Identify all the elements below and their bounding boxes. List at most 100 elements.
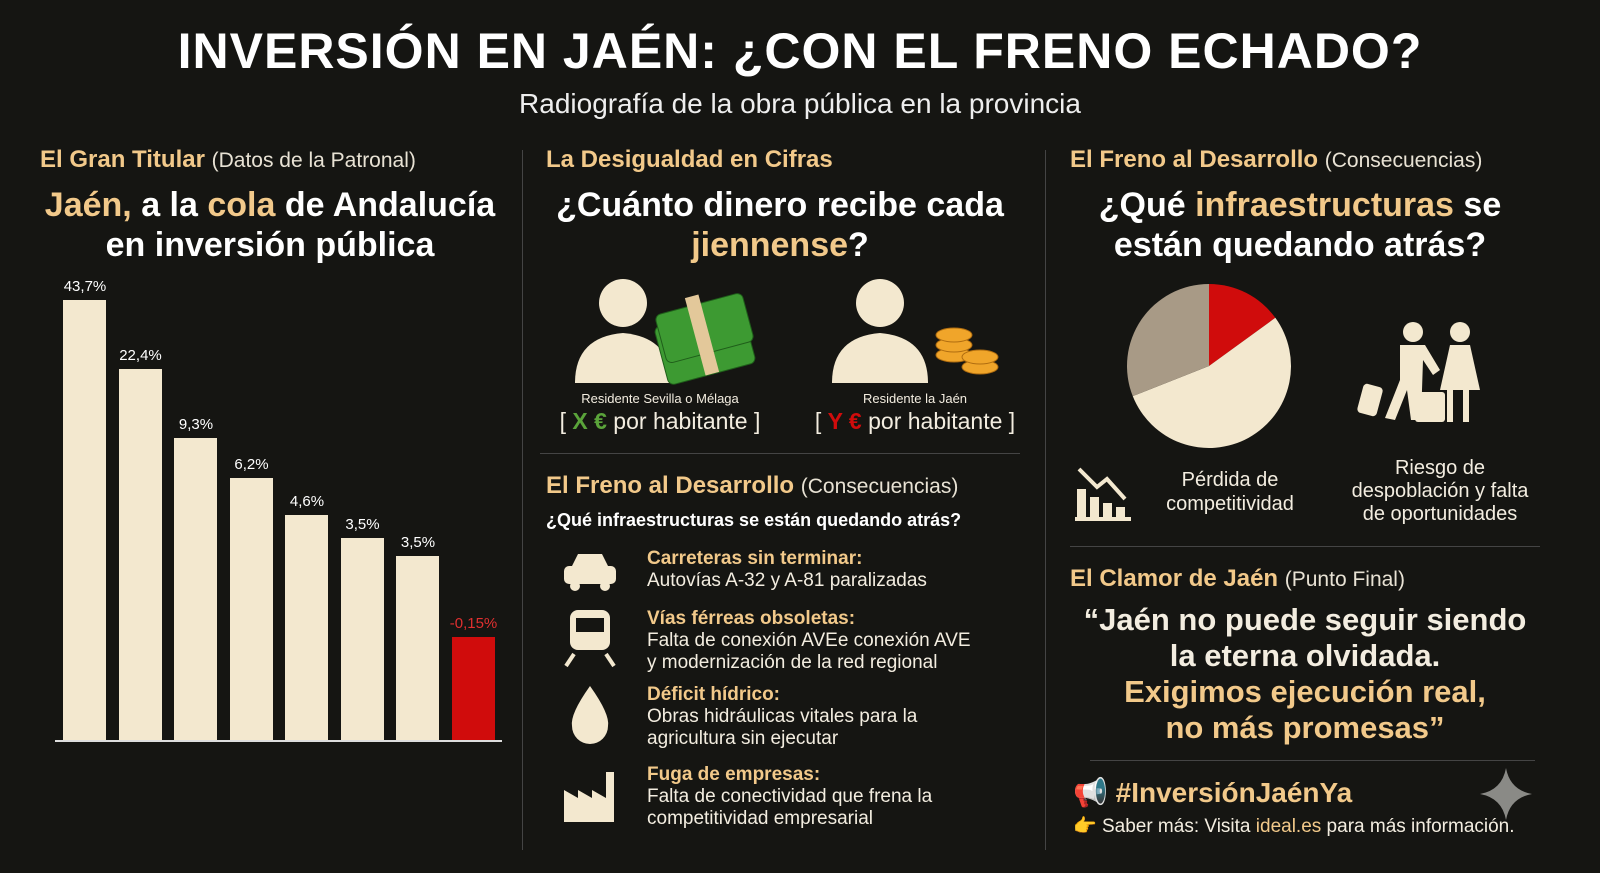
item-title: Déficit hídrico: — [647, 684, 781, 705]
bar-chart: 43,7% 22,4% 9,3% 6,2% 4,6% 3,5% 3,5% -0,15% — [0, 0, 520, 873]
per-capita-value: [ Y € por habitante ] — [790, 408, 1040, 435]
per-capita-value: [ X € por habitante ] — [530, 408, 790, 435]
bar — [118, 369, 162, 740]
n: (Punto Final) — [1284, 568, 1405, 591]
item-desc: Autovías A-32 y A-81 paralizadas — [647, 570, 927, 591]
divider — [1090, 760, 1535, 761]
divider — [522, 150, 523, 850]
middle-headline: ¿Cuánto dinero recibe cada jiennense? — [530, 185, 1030, 265]
t: por habitante ] — [861, 408, 1016, 434]
item-desc: agricultura sin ejecutar — [647, 728, 839, 749]
section-note: (Datos de la Patronal) — [211, 149, 416, 172]
hashtag: 📢 #InversiónJaénYa — [1073, 776, 1352, 809]
section-title: La Desigualdad en Cifras — [546, 146, 833, 173]
bar-label: 4,6% — [289, 493, 325, 510]
x-axis — [55, 740, 502, 742]
h: cola — [207, 186, 276, 224]
h: Jaén, — [44, 186, 132, 224]
megaphone-icon: 📢 — [1073, 777, 1108, 808]
l: Riesgo de — [1394, 457, 1486, 479]
car-icon — [564, 554, 616, 591]
quote: “Jaén no puede seguir siendo la eterna ol… — [1050, 602, 1560, 746]
bar — [451, 637, 495, 740]
hashtag-text: #InversiónJaénYa — [1115, 777, 1353, 808]
l: Exigimos ejecución real, — [1124, 674, 1486, 709]
n: (Consecuencias) — [800, 475, 959, 498]
bar — [340, 538, 384, 740]
item-desc: Obras hidráulicas vitales para la — [647, 706, 918, 727]
h: en inversión pública — [105, 226, 435, 264]
pointing-hand-icon: 👉 — [1073, 816, 1097, 837]
person-with-money-icon — [575, 279, 756, 385]
water-drop-icon — [571, 686, 609, 744]
bar — [396, 556, 439, 740]
bar-label: 3,5% — [345, 516, 380, 533]
item-desc: Falta de conectividad que frena la — [647, 786, 933, 807]
link[interactable]: ideal.es — [1255, 816, 1322, 837]
page-subtitle: Radiografía de la obra pública en la pro… — [519, 88, 1081, 119]
bar — [229, 478, 273, 740]
h: ¿Cuánto dinero recibe cada — [556, 186, 1004, 224]
bar-label: 6,2% — [234, 456, 269, 473]
h: a la — [131, 186, 208, 224]
bar-label: 43,7% — [63, 278, 107, 295]
person-with-coins-icon — [832, 279, 999, 383]
t: por habitante ] — [606, 408, 761, 434]
value: X € — [572, 408, 607, 434]
bar — [174, 438, 217, 740]
item-title: Fuga de empresas: — [647, 764, 821, 785]
divider — [540, 453, 1020, 454]
divider — [1045, 150, 1046, 850]
l: competitividad — [1166, 493, 1294, 515]
declining-chart-icon — [1075, 467, 1131, 521]
bar-label: 22,4% — [119, 347, 162, 364]
item-desc: competitividad empresarial — [647, 808, 873, 829]
bar-label: 9,3% — [178, 416, 214, 433]
bar — [63, 300, 106, 740]
l: de oportunidades — [1362, 503, 1518, 525]
l: despoblación y falta — [1351, 480, 1529, 502]
h: infraestructuras — [1195, 186, 1454, 224]
l: no más promesas” — [1165, 710, 1445, 745]
resident-label: Residente Sevilla o Mélaga — [581, 391, 739, 406]
t: Saber más: Visita — [1101, 816, 1256, 837]
caption-competitiveness: Pérdida de competitividad — [1130, 468, 1330, 516]
caption-depopulation: Riesgo de despoblación y falta de oportuni… — [1320, 457, 1560, 526]
item-desc: Falta de conexión AVEe conexión AVE — [647, 630, 971, 651]
section-title: El Clamor de Jaén (Punto Final) — [1070, 565, 1405, 593]
h: están quedando atrás? — [1113, 226, 1487, 264]
section-label: El Gran Titular — [40, 146, 205, 173]
factory-icon — [564, 772, 614, 822]
b: [ — [814, 408, 828, 434]
bar-label: -0,15% — [449, 615, 498, 632]
bar — [285, 515, 328, 740]
item-desc: y modernización de la red regional — [647, 652, 938, 673]
page-title: INVERSIÓN EN JAÉN: ¿CON EL FRENO ECHADO? — [177, 23, 1423, 79]
section-title: El Gran Titular (Datos de la Patronal) — [40, 146, 416, 174]
divider — [1070, 546, 1540, 547]
l: Pérdida de — [1181, 469, 1279, 491]
h: ¿Qué — [1098, 186, 1196, 224]
bar-label: 3,5% — [400, 534, 436, 551]
l: “Jaén no puede seguir siendo — [1083, 602, 1527, 637]
value: Y € — [827, 408, 862, 434]
item-title: Carreteras sin terminar: — [647, 548, 863, 569]
t: para más información. — [1321, 816, 1515, 837]
l: El Freno al Desarrollo — [1070, 146, 1319, 173]
left-headline: Jaén, a la cola de Andalucía en inversión… — [20, 185, 520, 265]
h: se — [1453, 186, 1502, 224]
l: El Freno al Desarrollo — [546, 472, 795, 499]
question: ¿Qué infraestructuras se están quedando … — [546, 510, 962, 530]
h: jiennense — [691, 226, 849, 264]
section-title: El Freno al Desarrollo (Consecuencias) — [546, 472, 958, 500]
b: [ — [559, 408, 573, 434]
h: ? — [848, 226, 869, 264]
l: El Clamor de Jaén — [1070, 565, 1279, 592]
right-headline: ¿Qué infraestructuras se están quedando a… — [1050, 185, 1550, 265]
section-title: El Freno al Desarrollo (Consecuencias) — [1070, 146, 1482, 174]
pie-slice — [1132, 317, 1291, 449]
item-title: Vías férreas obsoletas: — [647, 608, 856, 629]
migrating-people-icon — [1357, 322, 1480, 422]
pie-slice — [1127, 284, 1209, 397]
more-info: 👉 Saber más: Visita ideal.es para más in… — [1073, 814, 1515, 838]
